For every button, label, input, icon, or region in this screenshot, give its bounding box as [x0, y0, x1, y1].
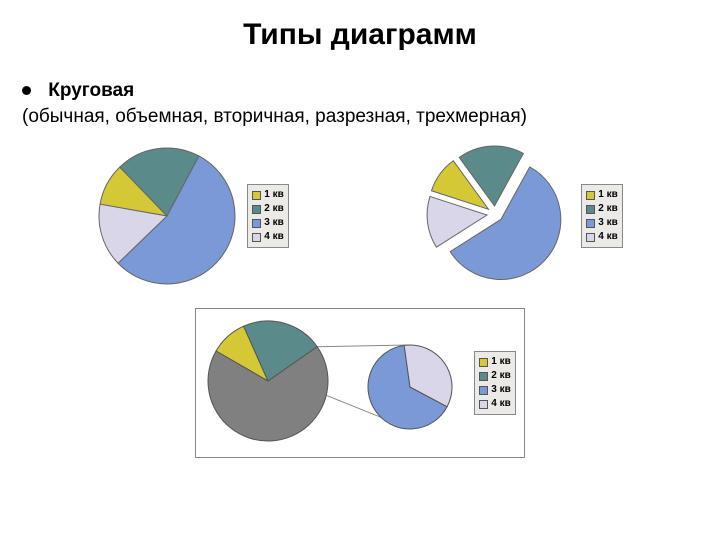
legend-swatch	[252, 233, 261, 242]
legend-swatch	[252, 219, 261, 228]
pie2-svg	[423, 142, 571, 290]
legend-label: 4 кв	[491, 397, 511, 411]
legend-2: 1 кв2 кв3 кв4 кв	[581, 184, 623, 248]
pie-chart-exploded: 1 кв2 кв3 кв4 кв	[423, 142, 623, 290]
legend-label: 3 кв	[264, 216, 284, 230]
pie3-svg	[204, 315, 464, 451]
legend-swatch	[586, 205, 595, 214]
legend-item: 4 кв	[586, 230, 618, 244]
pie-chart-standard: 1 кв2 кв3 кв4 кв	[97, 142, 289, 290]
legend-item: 1 кв	[586, 188, 618, 202]
legend-1: 1 кв2 кв3 кв4 кв	[247, 184, 289, 248]
legend-item: 2 кв	[586, 202, 618, 216]
legend-swatch	[479, 372, 488, 381]
legend-swatch	[479, 386, 488, 395]
legend-swatch	[586, 233, 595, 242]
legend-3: 1 кв2 кв3 кв4 кв	[474, 351, 516, 415]
legend-label: 2 кв	[264, 202, 284, 216]
pie1-svg	[97, 146, 237, 286]
top-charts-row: 1 кв2 кв3 кв4 кв 1 кв2 кв3 кв4 кв	[0, 142, 720, 290]
legend-item: 4 кв	[479, 397, 511, 411]
bullet-line: Круговая	[22, 80, 720, 102]
legend-item: 3 кв	[252, 216, 284, 230]
legend-label: 4 кв	[598, 230, 618, 244]
legend-label: 3 кв	[598, 216, 618, 230]
legend-swatch	[586, 191, 595, 200]
legend-item: 3 кв	[479, 383, 511, 397]
legend-item: 2 кв	[252, 202, 284, 216]
connector-line	[318, 345, 411, 347]
legend-item: 1 кв	[479, 355, 511, 369]
legend-item: 3 кв	[586, 216, 618, 230]
legend-label: 1 кв	[264, 188, 284, 202]
legend-swatch	[479, 358, 488, 367]
legend-swatch	[479, 400, 488, 409]
bottom-charts-row: 1 кв2 кв3 кв4 кв	[0, 308, 720, 458]
legend-item: 1 кв	[252, 188, 284, 202]
legend-label: 2 кв	[598, 202, 618, 216]
pie-of-pie-chart: 1 кв2 кв3 кв4 кв	[195, 308, 525, 458]
bullet-icon	[22, 86, 31, 95]
legend-label: 3 кв	[491, 383, 511, 397]
legend-swatch	[586, 219, 595, 228]
bullet-label: Круговая	[48, 80, 134, 101]
legend-swatch	[252, 191, 261, 200]
subtypes-text: (обычная, объемная, вторичная, разрезная…	[22, 106, 720, 128]
legend-label: 1 кв	[491, 355, 511, 369]
legend-label: 2 кв	[491, 369, 511, 383]
legend-item: 4 кв	[252, 230, 284, 244]
legend-swatch	[252, 205, 261, 214]
page-title: Типы диаграмм	[0, 0, 720, 52]
legend-item: 2 кв	[479, 369, 511, 383]
legend-label: 1 кв	[598, 188, 618, 202]
legend-label: 4 кв	[264, 230, 284, 244]
